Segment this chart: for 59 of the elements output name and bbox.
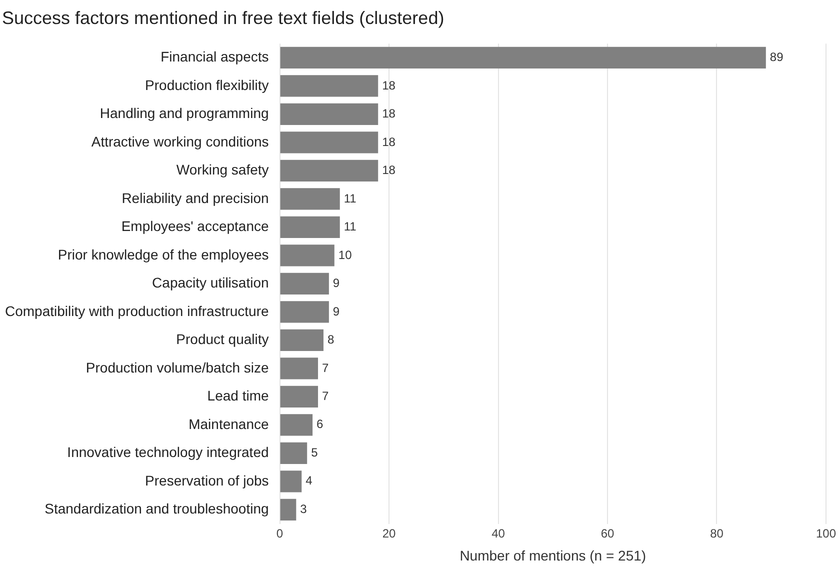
y-tick-label: Production flexibility xyxy=(145,76,269,93)
bar xyxy=(280,498,296,520)
data-label: 4 xyxy=(306,474,313,488)
y-tick-label: Innovative technology integrated xyxy=(67,444,269,460)
data-label: 10 xyxy=(338,248,352,262)
bar xyxy=(280,470,302,492)
data-label: 18 xyxy=(382,163,396,178)
bar xyxy=(280,188,340,210)
y-tick-label: Production volume/batch size xyxy=(86,359,269,376)
y-tick-label: Lead time xyxy=(207,388,269,404)
bar xyxy=(280,386,318,408)
bar xyxy=(280,216,340,238)
data-label: 18 xyxy=(382,106,396,121)
y-tick-label: Compatibility with production infrastructure xyxy=(4,302,269,319)
x-tick-label: 100 xyxy=(816,526,836,540)
data-label: 18 xyxy=(382,78,396,92)
bar xyxy=(280,442,308,464)
data-label: 11 xyxy=(344,191,357,206)
data-label: 7 xyxy=(322,389,330,403)
x-tick-label: 20 xyxy=(382,526,396,540)
x-tick-label: 60 xyxy=(600,526,614,540)
data-label: 9 xyxy=(332,304,340,318)
y-tick-label: Handling and programming xyxy=(100,105,269,122)
y-tick-label: Reliability and precision xyxy=(122,190,269,206)
data-label: 7 xyxy=(322,360,330,375)
x-axis-title: Number of mentions (n = 251) xyxy=(460,547,646,564)
data-label: 8 xyxy=(327,332,334,347)
x-tick-label: 0 xyxy=(276,526,284,540)
y-tick-label: Preservation of jobs xyxy=(145,472,269,488)
bar xyxy=(280,132,378,154)
y-tick-label: Working safety xyxy=(176,162,269,178)
bar xyxy=(280,160,378,182)
x-tick-label: 40 xyxy=(492,526,506,540)
bar xyxy=(280,358,318,380)
y-tick-label: Capacity utilisation xyxy=(152,274,269,291)
chart-title: Success factors mentioned in free text fields (clustered) xyxy=(2,8,444,28)
bar xyxy=(280,46,766,69)
bar xyxy=(280,244,334,266)
data-label: 3 xyxy=(300,502,308,516)
y-tick-label: Standardization and troubleshooting xyxy=(44,500,269,517)
data-label: 6 xyxy=(316,417,324,432)
y-tick-label: Prior knowledge of the employees xyxy=(58,246,269,262)
bar xyxy=(280,75,378,97)
data-label: 11 xyxy=(344,220,357,234)
y-tick-label: Attractive working conditions xyxy=(91,133,269,150)
data-label: 9 xyxy=(332,276,340,290)
y-tick-label: Maintenance xyxy=(188,416,269,432)
bar xyxy=(280,272,329,295)
bar xyxy=(280,103,378,126)
y-tick-label: Product quality xyxy=(176,331,269,348)
data-label: 18 xyxy=(382,134,396,149)
x-tick-label: 80 xyxy=(710,526,724,540)
data-label: 89 xyxy=(770,50,784,64)
bar xyxy=(280,329,324,351)
y-tick-label: Financial aspects xyxy=(160,48,269,65)
data-label: 5 xyxy=(311,445,318,460)
bar xyxy=(280,301,329,323)
bar xyxy=(280,414,313,436)
y-tick-label: Employees' acceptance xyxy=(121,218,269,234)
